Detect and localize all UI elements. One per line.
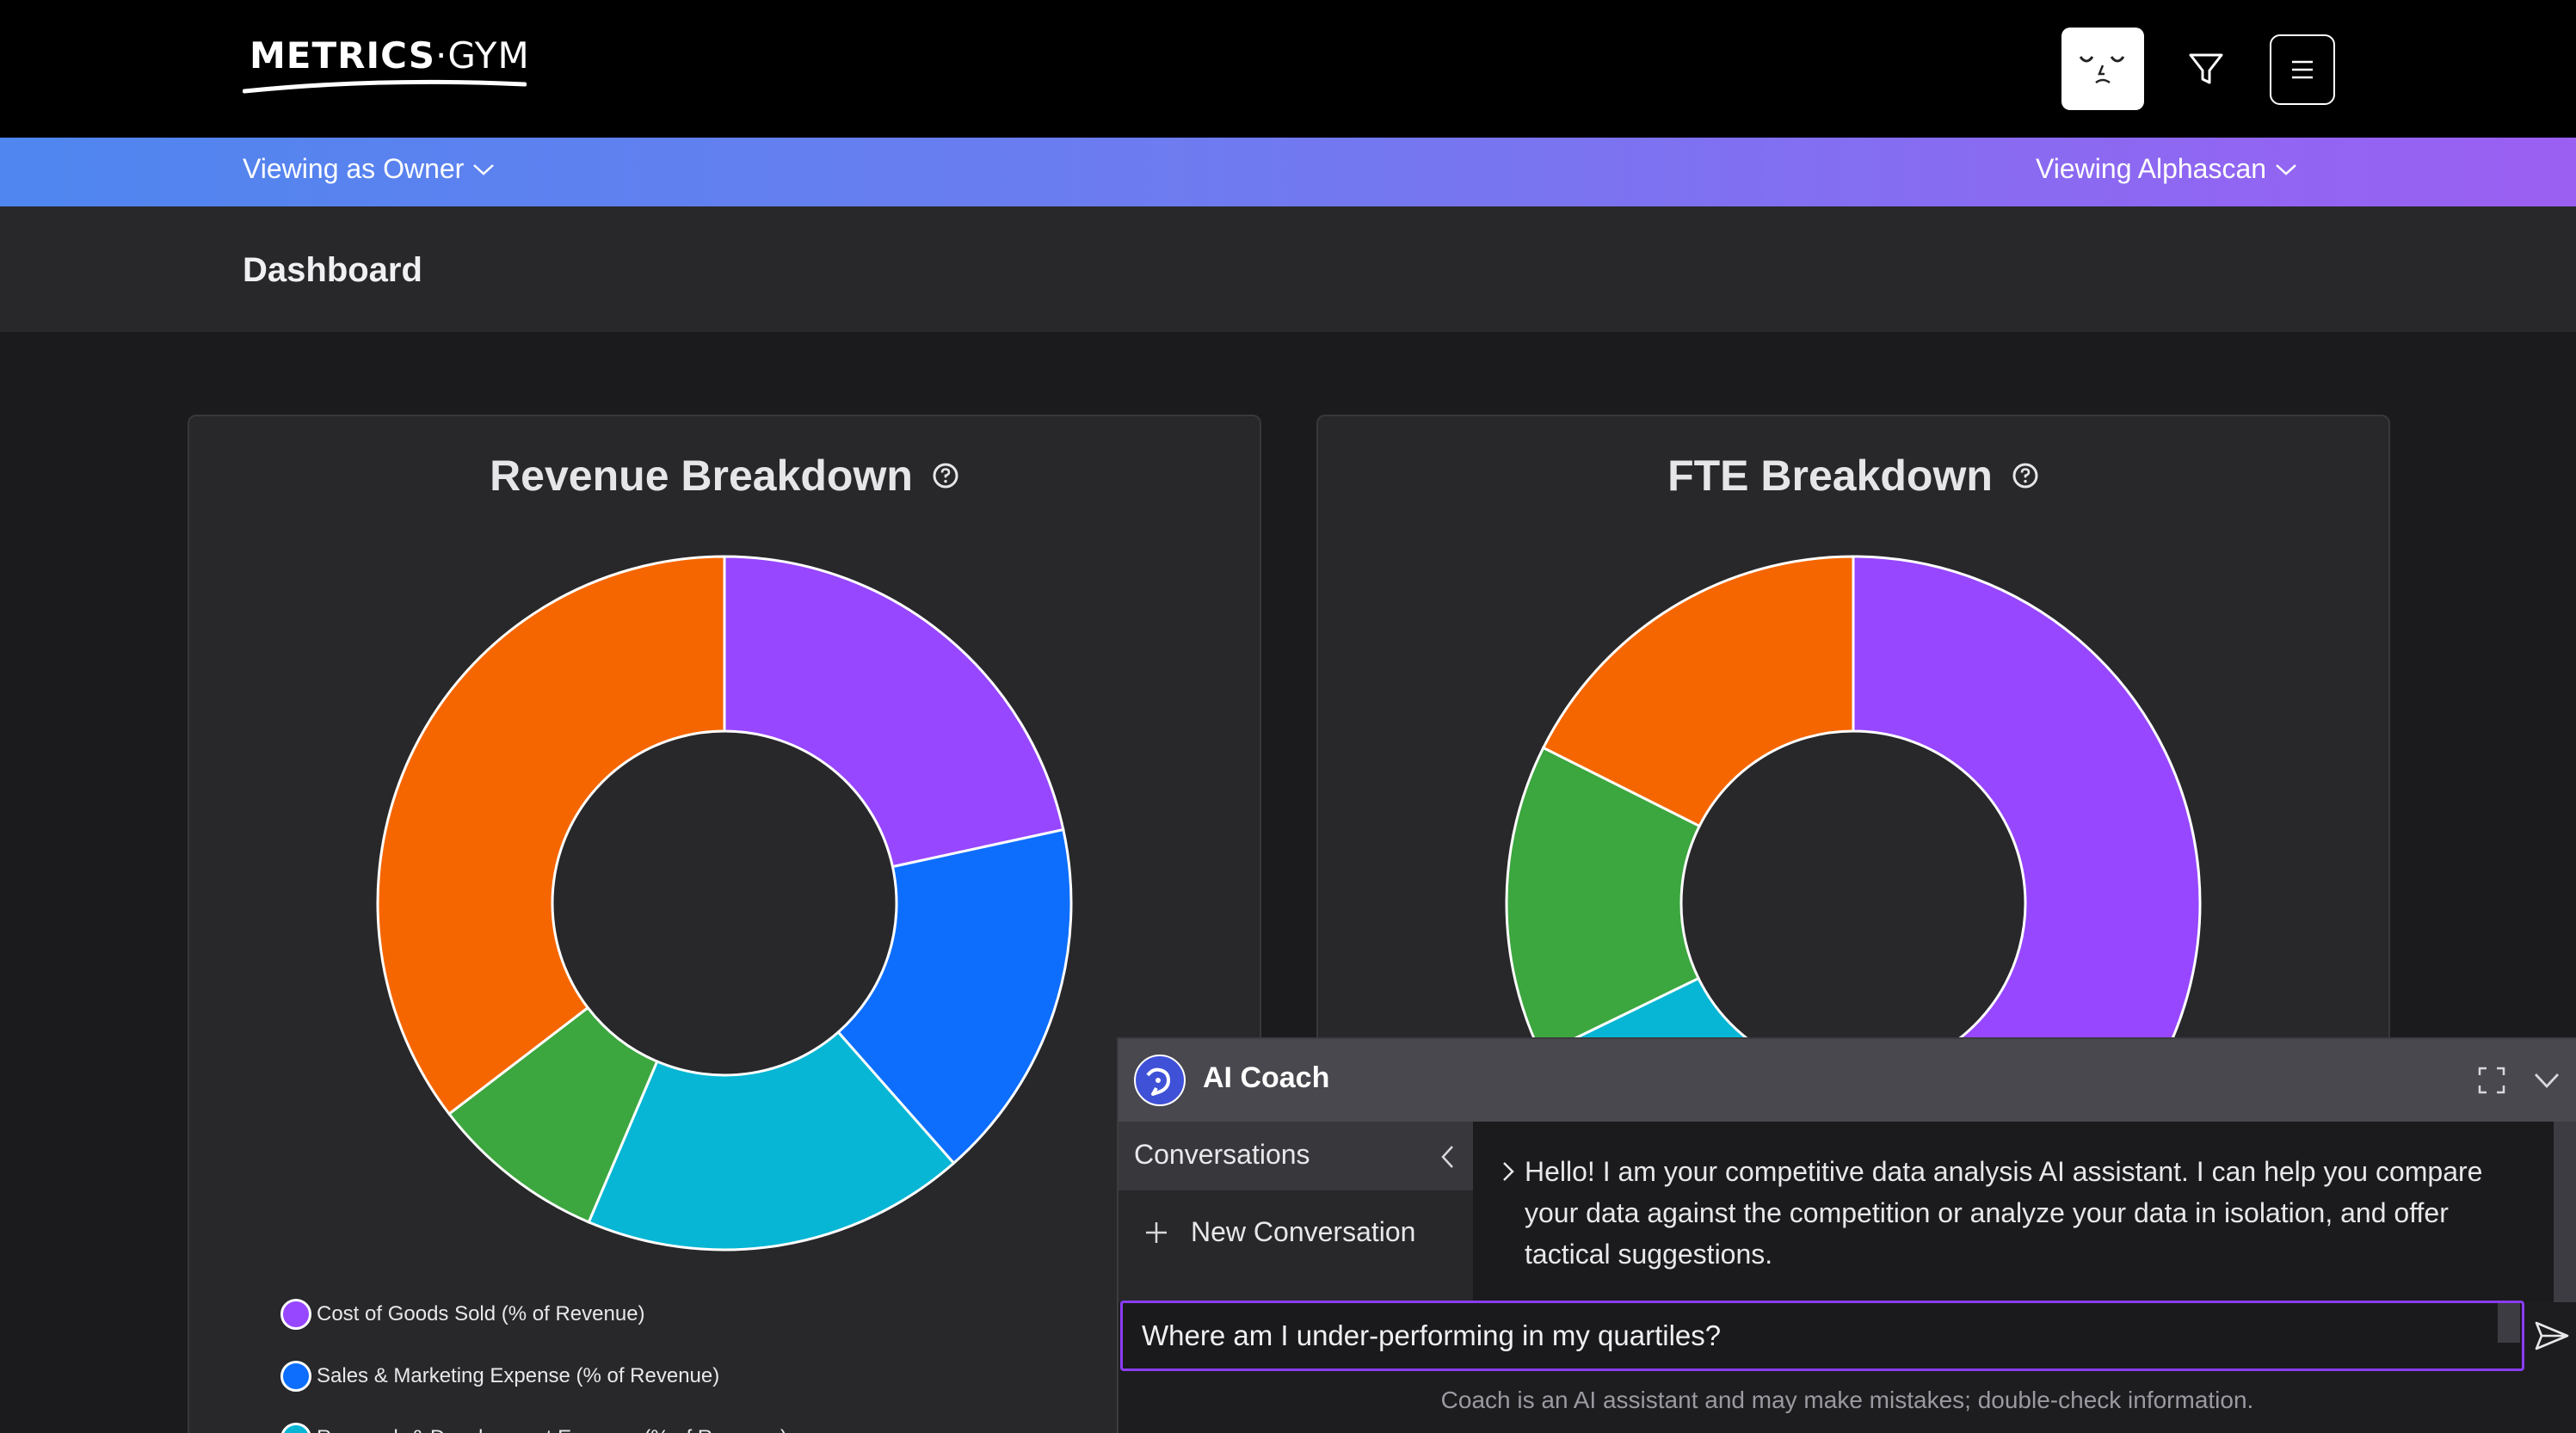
viewing-company-label: Viewing Alphascan xyxy=(2036,153,2267,184)
new-conversation-label: New Conversation xyxy=(1191,1216,1416,1247)
input-scrollbar[interactable] xyxy=(2498,1303,2520,1343)
face-avatar-icon xyxy=(2079,56,2125,84)
chat-messages: Hello! I am your competitive data analys… xyxy=(1473,1122,2554,1302)
conversations-sidebar: Conversations New Conversation xyxy=(1119,1122,1473,1302)
legend-swatch xyxy=(280,1299,311,1330)
ai-coach-panel: AI Coach Conversations New Conversation xyxy=(1117,1037,2576,1433)
chat-input-container xyxy=(1120,1301,2524,1371)
new-conversation-button[interactable]: New Conversation xyxy=(1144,1216,1415,1248)
assistant-message: Hello! I am your competitive data analys… xyxy=(1501,1151,2524,1275)
metrics-gym-logo[interactable]: METRICS·GYM xyxy=(243,31,535,100)
ai-disclaimer: Coach is an AI assistant and may make mi… xyxy=(1440,1387,2254,1413)
revenue-card-title: Revenue Breakdown xyxy=(490,452,913,500)
revenue-card-header: Revenue Breakdown xyxy=(189,451,1260,501)
chevron-right-icon[interactable] xyxy=(1501,1159,1516,1184)
fte-card-title: FTE Breakdown xyxy=(1667,452,1993,500)
help-icon[interactable] xyxy=(932,462,959,489)
legend-swatch xyxy=(280,1423,311,1433)
send-icon[interactable] xyxy=(2530,1314,2573,1357)
expand-icon[interactable] xyxy=(2478,1067,2505,1094)
legend-label: Sales & Marketing Expense (% of Revenue) xyxy=(317,1364,720,1387)
ai-coach-header: AI Coach xyxy=(1119,1039,2576,1122)
logo-swoosh-icon xyxy=(243,79,527,94)
chevron-down-icon xyxy=(473,163,495,175)
revenue-legend: Cost of Goods Sold (% of Revenue) Sales … xyxy=(280,1283,787,1433)
logo-main-text: METRICS xyxy=(250,34,435,77)
assistant-message-text: Hello! I am your competitive data analys… xyxy=(1525,1156,2483,1270)
legend-swatch xyxy=(280,1361,311,1392)
chevron-down-icon xyxy=(2276,163,2296,175)
hamburger-menu-button[interactable] xyxy=(2270,34,2335,105)
donut-slice-4[interactable] xyxy=(1541,555,1855,828)
chevron-down-icon[interactable] xyxy=(2533,1070,2561,1091)
top-navbar: METRICS·GYM xyxy=(0,0,2576,138)
revenue-breakdown-card: Revenue Breakdown Cost of Goods Sold (% … xyxy=(188,415,1261,1433)
donut-slice-1[interactable] xyxy=(836,827,1073,1165)
filter-icon xyxy=(2189,53,2223,84)
ai-coach-logo-icon xyxy=(1134,1055,1186,1106)
logo-dot: · xyxy=(434,34,448,77)
chat-scrollbar[interactable] xyxy=(2554,1122,2576,1302)
chevron-left-icon[interactable] xyxy=(1439,1144,1456,1170)
context-bar xyxy=(0,138,2576,206)
page-header xyxy=(0,206,2576,332)
legend-item-sales-marketing[interactable]: Sales & Marketing Expense (% of Revenue) xyxy=(280,1345,787,1407)
help-icon[interactable] xyxy=(2012,462,2039,489)
page-title: Dashboard xyxy=(243,251,422,289)
logo-secondary-text: GYM xyxy=(447,34,530,77)
conversations-label: Conversations xyxy=(1134,1139,1310,1170)
ai-coach-title: AI Coach xyxy=(1203,1061,1330,1094)
hamburger-menu-icon xyxy=(2292,60,2313,79)
donut-slice-0[interactable] xyxy=(723,555,1065,869)
legend-item-cogs[interactable]: Cost of Goods Sold (% of Revenue) xyxy=(280,1283,787,1345)
fte-card-header: FTE Breakdown xyxy=(1318,451,2388,501)
donut-slice-2[interactable] xyxy=(587,1030,956,1252)
conversations-header[interactable]: Conversations xyxy=(1119,1122,1473,1190)
user-avatar-button[interactable] xyxy=(2061,28,2144,110)
legend-item-research-development[interactable]: Research & Development Expense (% of Rev… xyxy=(280,1407,787,1433)
chat-input[interactable] xyxy=(1123,1303,2491,1368)
donut-slice-4[interactable] xyxy=(376,555,726,1116)
viewing-owner-label: Viewing as Owner xyxy=(243,153,465,184)
viewing-company-dropdown[interactable]: Viewing Alphascan xyxy=(2036,153,2297,185)
revenue-donut-chart xyxy=(376,555,1073,1252)
legend-label: Research & Development Expense (% of Rev… xyxy=(317,1426,787,1433)
filter-button[interactable] xyxy=(2185,48,2227,89)
viewing-as-owner-dropdown[interactable]: Viewing as Owner xyxy=(243,153,495,185)
plus-icon xyxy=(1146,1221,1167,1243)
donut-slice-3[interactable] xyxy=(1505,746,1702,1057)
legend-label: Cost of Goods Sold (% of Revenue) xyxy=(317,1302,645,1325)
